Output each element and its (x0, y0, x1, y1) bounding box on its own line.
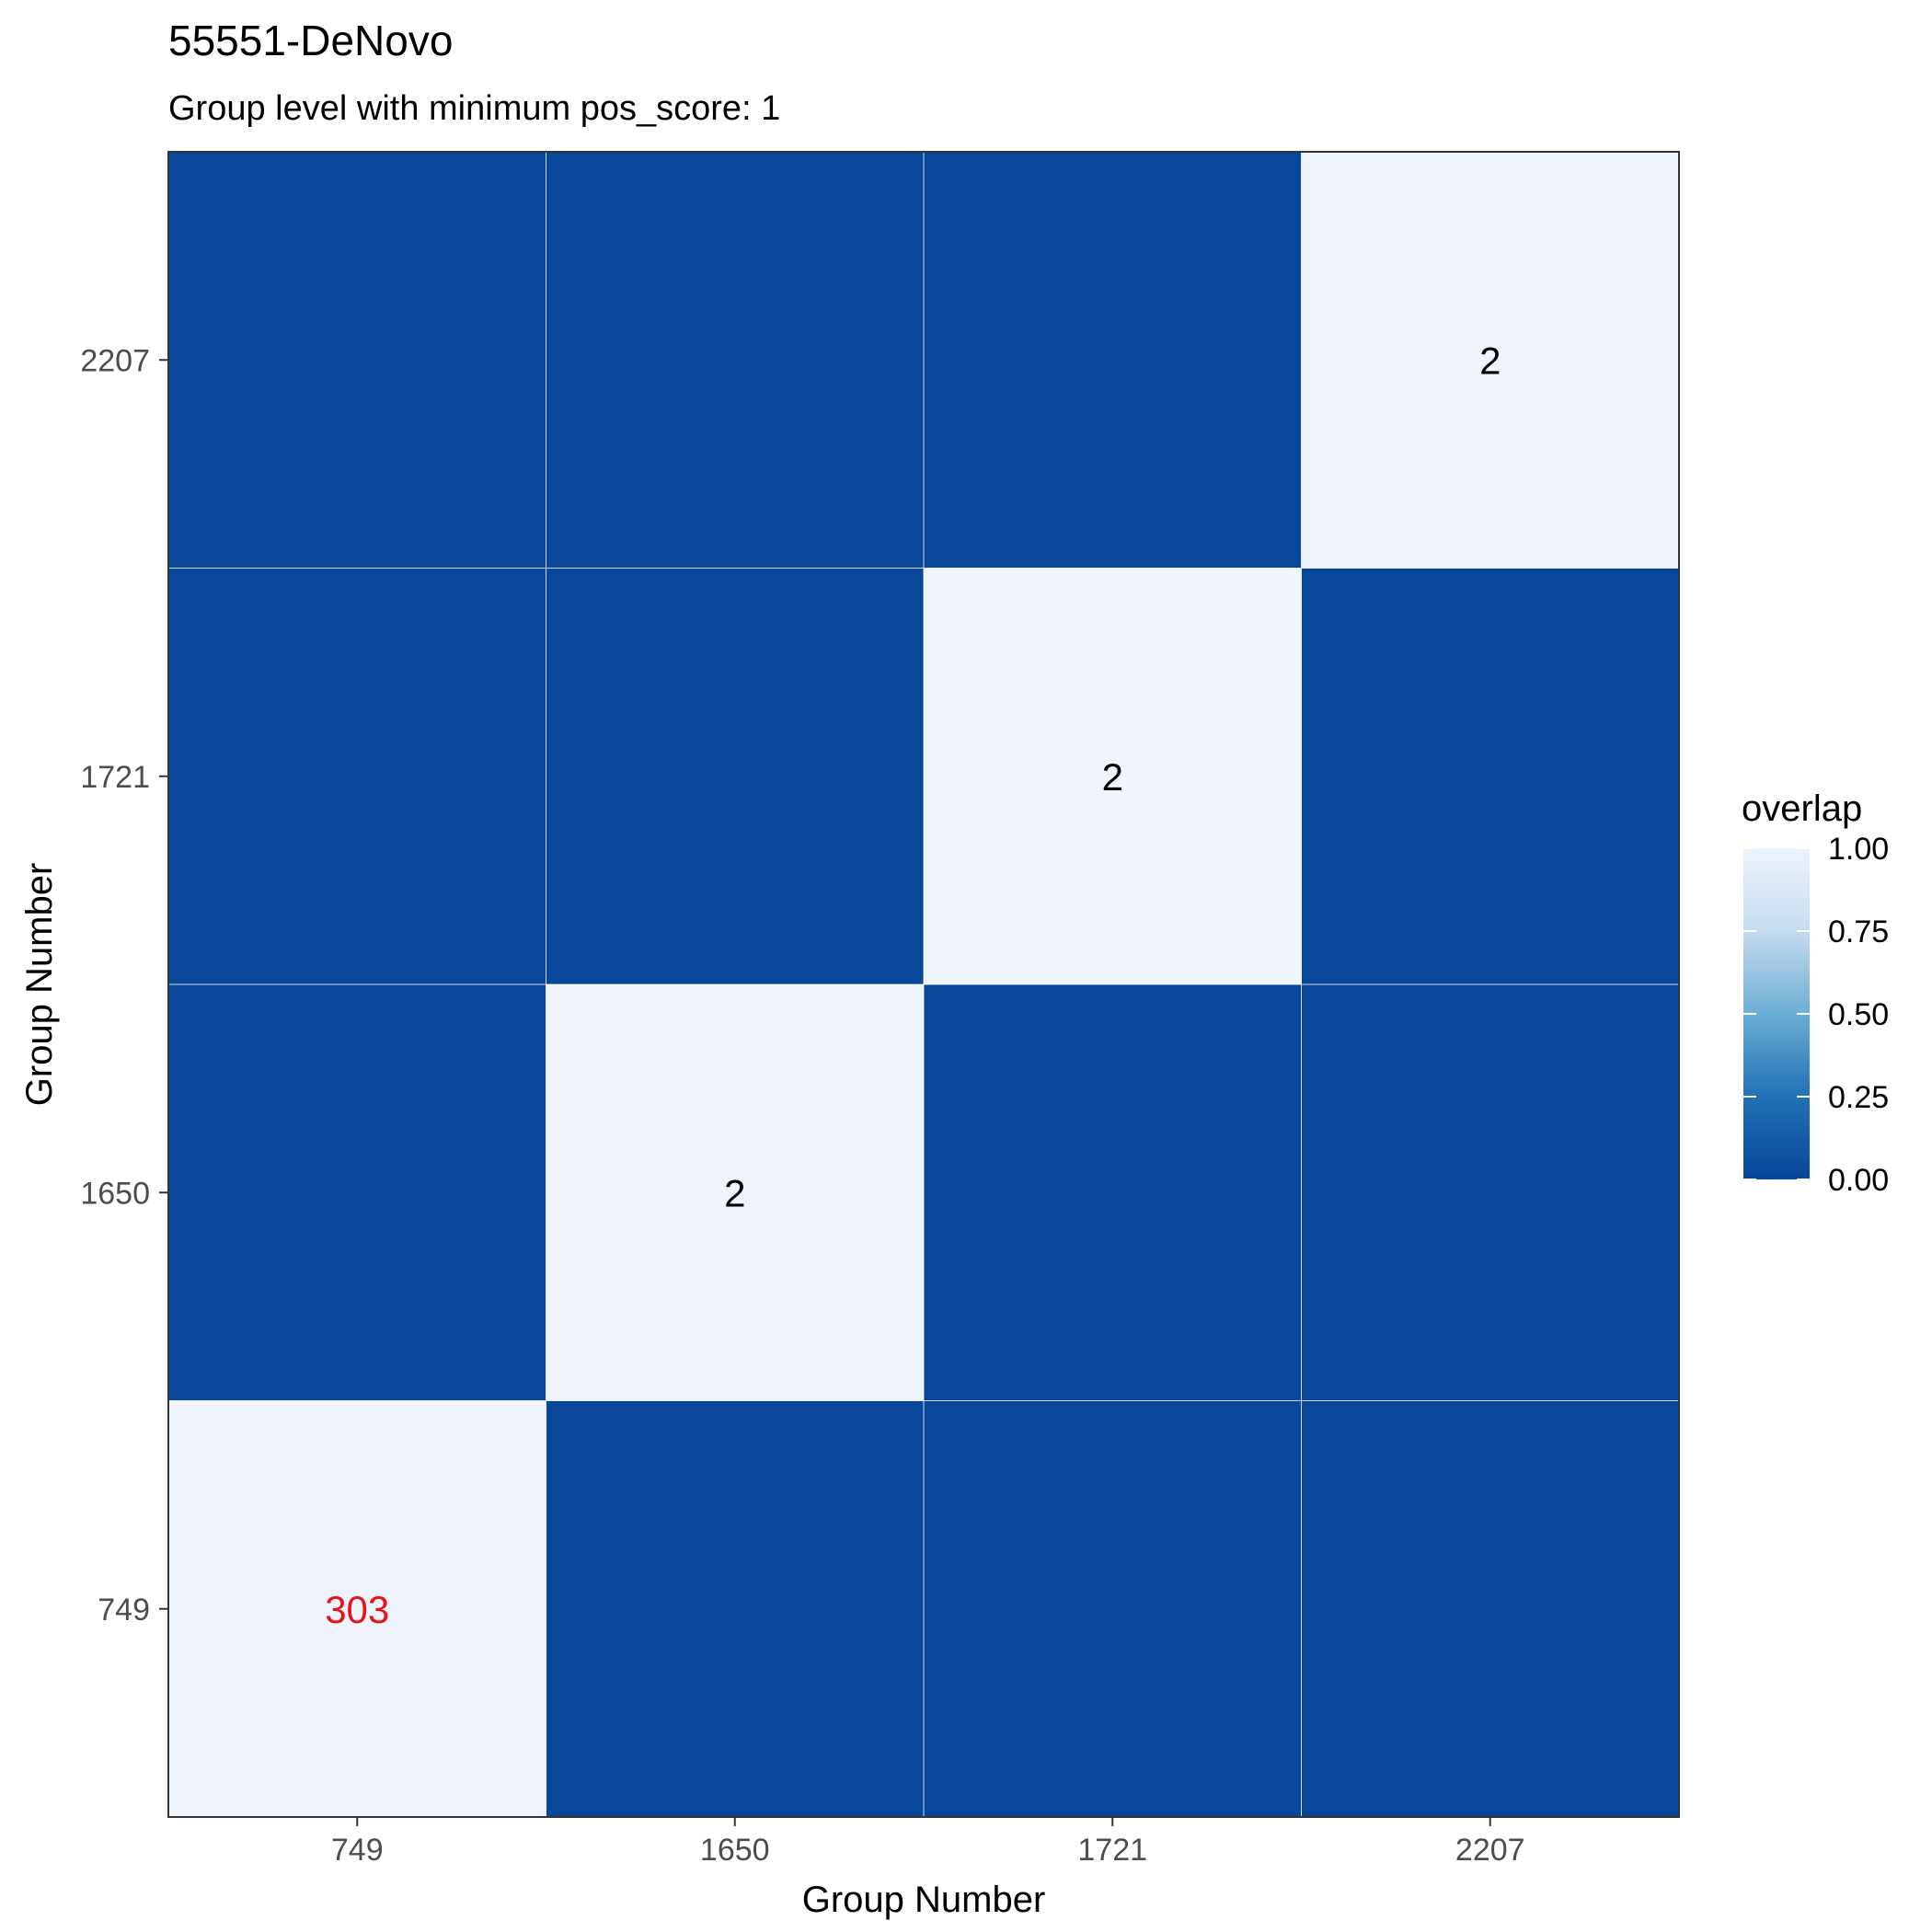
heatmap-cell-1650-1650 (546, 984, 924, 1401)
legend-tick-label: 1.00 (1828, 832, 1889, 867)
heatmap-cells (168, 152, 1679, 1817)
legend-tick-label: 0.25 (1828, 1080, 1889, 1115)
x-axis: 749 1650 1721 2207 (331, 1817, 1525, 1868)
y-tick-label: 2207 (80, 343, 150, 378)
chart-title: 55551-DeNovo (168, 17, 453, 64)
y-tick-label: 1650 (80, 1176, 150, 1211)
heatmap-cell-749-749 (168, 1400, 546, 1817)
heatmap-cell-749-1721 (168, 568, 546, 984)
cell-label-749-749: 303 (325, 1588, 389, 1631)
heatmap-cell-1721-749 (924, 1400, 1302, 1817)
grid-lines (168, 152, 1679, 1817)
heatmap-cell-749-1650 (168, 984, 546, 1401)
legend: overlap 0.00 0.25 0.50 0.75 1.00 (1742, 788, 1889, 1198)
legend-tick-label: 0.75 (1828, 914, 1889, 949)
legend-title: overlap (1742, 788, 1862, 829)
heatmap-cell-1650-2207 (546, 152, 924, 569)
y-tick-label: 749 (98, 1593, 150, 1627)
heatmap-cell-1721-1721 (924, 568, 1302, 984)
y-axis-title: Group Number (19, 863, 60, 1107)
heatmap-cell-1650-749 (546, 1400, 924, 1817)
x-tick-label: 1650 (700, 1833, 770, 1868)
x-tick-label: 2207 (1455, 1833, 1525, 1868)
cell-labels: 303 2 2 2 (325, 339, 1501, 1631)
y-axis: 749 1650 1721 2207 (80, 343, 168, 1627)
x-tick-label: 749 (331, 1833, 384, 1868)
heatmap-cell-1721-2207 (924, 152, 1302, 569)
heatmap-cell-2207-2207 (1301, 152, 1679, 569)
heatmap-cell-749-2207 (168, 152, 546, 569)
x-axis-title: Group Number (802, 1880, 1046, 1920)
chart-subtitle: Group level with minimum pos_score: 1 (168, 89, 780, 128)
heatmap-cell-2207-1650 (1301, 984, 1679, 1401)
cell-label-1650-1650: 2 (724, 1171, 745, 1214)
heatmap-cell-2207-1721 (1301, 568, 1679, 984)
legend-tick-label: 0.00 (1828, 1163, 1889, 1198)
cell-label-2207-2207: 2 (1479, 339, 1501, 382)
heatmap-cell-1650-1721 (546, 568, 924, 984)
cell-label-1721-1721: 2 (1102, 755, 1123, 799)
panel-border (167, 151, 1680, 1818)
x-tick-label: 1721 (1077, 1833, 1147, 1868)
heatmap-cell-1721-1650 (924, 984, 1302, 1401)
y-tick-label: 1721 (80, 760, 150, 795)
heatmap-cell-2207-749 (1301, 1400, 1679, 1817)
legend-ticks: 0.00 0.25 0.50 0.75 1.00 (1743, 832, 1889, 1198)
legend-tick-label: 0.50 (1828, 997, 1889, 1032)
